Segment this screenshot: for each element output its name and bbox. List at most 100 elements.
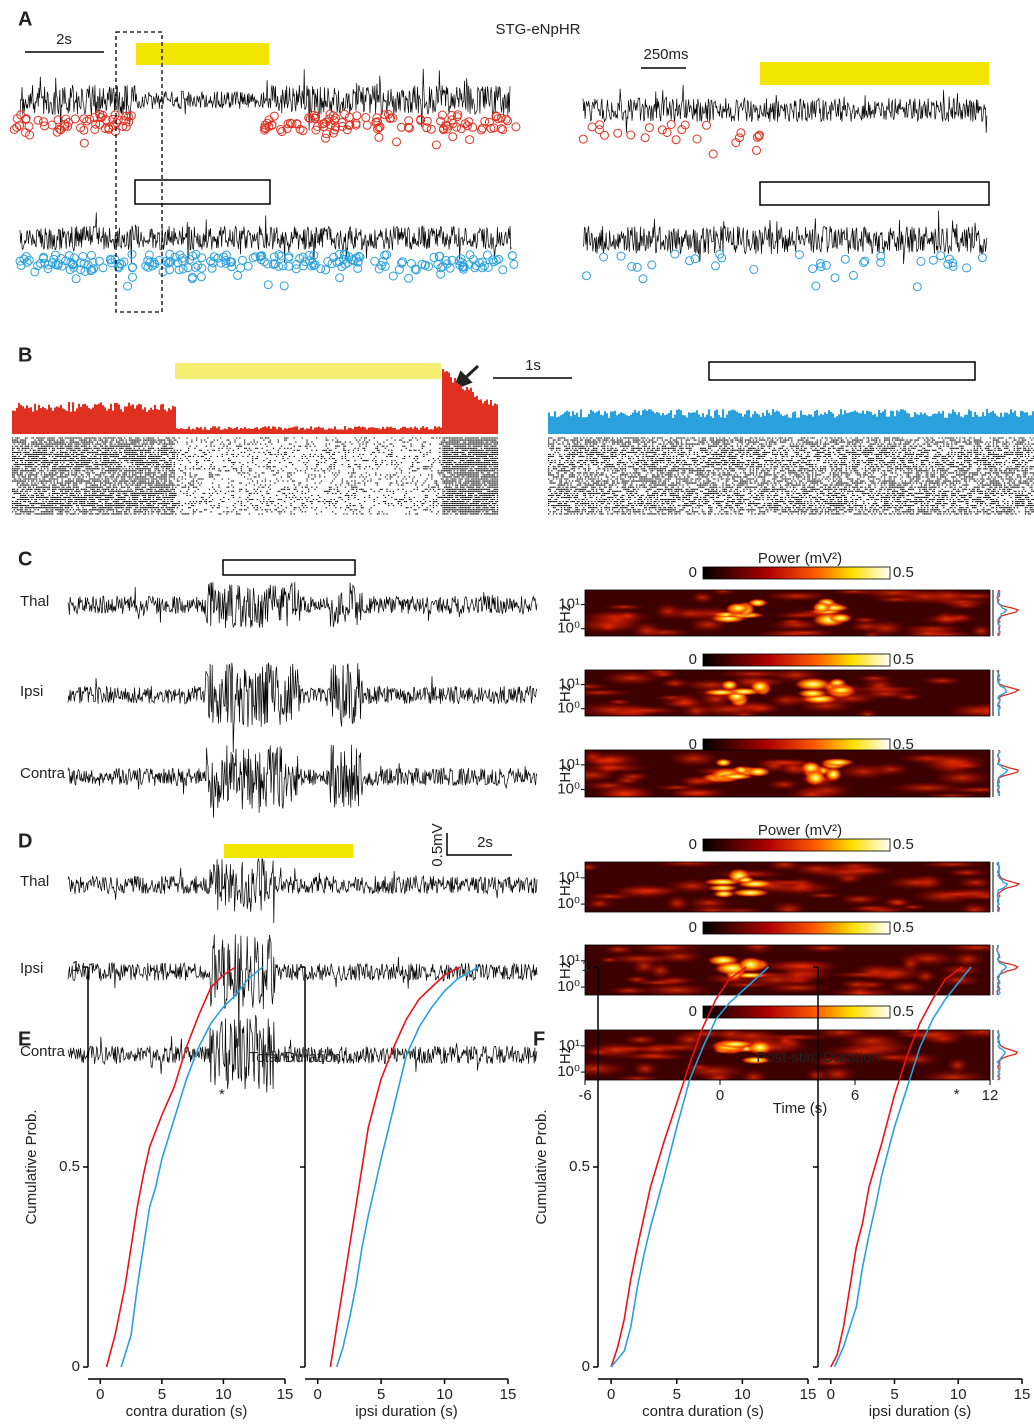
- power-blob: [861, 677, 898, 695]
- power-blob: [716, 670, 790, 679]
- power-blob: [923, 590, 973, 604]
- power-spectrum: [996, 944, 1020, 996]
- spectrogram-frame: [584, 861, 991, 913]
- y-axis-label: Hz: [557, 1046, 574, 1064]
- power-spectrum: [996, 861, 1009, 913]
- cdf-line: [329, 966, 461, 1368]
- power-blob: [585, 688, 634, 697]
- power-peak: [804, 769, 827, 786]
- spectrogram-frame: [584, 669, 991, 717]
- spike-markers: [578, 120, 764, 159]
- spike-markers: [9, 109, 521, 150]
- scale-label: 2s: [477, 834, 493, 851]
- y-tick-label: 1: [72, 958, 80, 975]
- colorbar: [702, 566, 891, 580]
- power-blob: [881, 896, 913, 908]
- raster: [548, 437, 1034, 515]
- power-blob: [766, 778, 801, 791]
- power-blob: [585, 897, 614, 910]
- arrow: [452, 364, 480, 391]
- power-blob: [664, 894, 691, 912]
- x-tick-label: 0: [716, 1087, 724, 1104]
- y-tick-label: 10⁰: [557, 700, 580, 717]
- power-blob: [679, 703, 713, 716]
- colorbar-tick-label: 0.5: [893, 1003, 914, 1020]
- power-blob: [631, 1061, 659, 1077]
- power-peak: [824, 767, 843, 782]
- power-blob: [666, 750, 722, 767]
- cdf-line: [120, 966, 264, 1368]
- power-spectrum: [996, 861, 1021, 913]
- power-blob: [899, 955, 922, 972]
- x-tick-label: -6: [578, 1087, 591, 1104]
- raster: [12, 437, 499, 515]
- spectrogram-frame: [584, 589, 991, 637]
- power-blob: [585, 1048, 615, 1057]
- power-blob: [804, 892, 844, 899]
- colorbar-tick-label: 0.5: [893, 651, 914, 668]
- colorbar: [702, 1005, 891, 1019]
- signal-trace: [67, 662, 538, 753]
- y-tick-label: 10⁰: [557, 620, 580, 637]
- y-axis-label: Hz: [557, 878, 574, 896]
- colorbar-tick-label: 0.5: [893, 836, 914, 853]
- power-blob: [900, 625, 959, 636]
- channel-label: Contra: [20, 1043, 66, 1060]
- sham-bar: [708, 361, 976, 381]
- x-tick-label: 0: [96, 1386, 104, 1403]
- power-blob: [613, 1074, 662, 1080]
- y-tick-label: 0: [582, 1358, 590, 1375]
- power-peak: [712, 889, 735, 898]
- spike-markers: [581, 249, 987, 292]
- power-blob: [585, 862, 600, 872]
- x-tick-label: 10: [436, 1386, 453, 1403]
- power-blob: [668, 788, 722, 797]
- x-tick-label: 5: [377, 1386, 385, 1403]
- colorbar: [702, 838, 891, 852]
- power-peak: [797, 688, 828, 699]
- y-tick-label: 0.5: [59, 1158, 80, 1175]
- power-blob: [585, 616, 646, 634]
- x-tick-label: 12: [982, 1087, 999, 1104]
- y-tick-label: 10¹: [558, 869, 580, 886]
- power-peak: [730, 888, 771, 898]
- light-on-bar: [175, 363, 441, 379]
- psth: [12, 369, 498, 434]
- power-blob: [839, 1032, 906, 1049]
- power-blob: [689, 591, 716, 604]
- power-peak: [735, 876, 755, 884]
- power-blob: [835, 762, 892, 781]
- power-blob: [770, 900, 808, 912]
- y-axis-label: Hz: [557, 684, 574, 702]
- power-blob: [956, 876, 990, 889]
- spectrogram: [585, 590, 990, 636]
- power-blob: [799, 945, 850, 953]
- power-blob: [922, 792, 982, 797]
- power-blob: [647, 962, 674, 980]
- x-tick-label: 5: [158, 1386, 166, 1403]
- scale-label: 1s: [525, 357, 541, 374]
- power-blob: [945, 868, 990, 877]
- power-spectrum: [996, 749, 1009, 797]
- power-blob: [969, 702, 990, 716]
- selection-box: [115, 31, 163, 313]
- x-tick-label: 5: [890, 1386, 898, 1403]
- power-peak: [745, 766, 771, 777]
- power-blob: [585, 682, 612, 691]
- sham-bar: [134, 179, 271, 205]
- power-blob: [810, 1055, 855, 1068]
- chart-title: Total Duration: [249, 1049, 342, 1066]
- light-on-bar: [136, 43, 269, 65]
- power-blob: [848, 904, 893, 912]
- power-blob: [818, 1065, 857, 1080]
- power-blob: [918, 1069, 989, 1080]
- power-spectrum: [996, 944, 1008, 996]
- power-blob: [622, 1034, 660, 1046]
- panel-label: B: [18, 344, 32, 366]
- power-peak: [820, 758, 855, 767]
- signal-trace: [67, 934, 538, 1047]
- panel-label: F: [533, 1028, 545, 1050]
- signal-trace: [19, 212, 512, 265]
- power-blob: [665, 606, 717, 621]
- power-blob: [774, 629, 838, 636]
